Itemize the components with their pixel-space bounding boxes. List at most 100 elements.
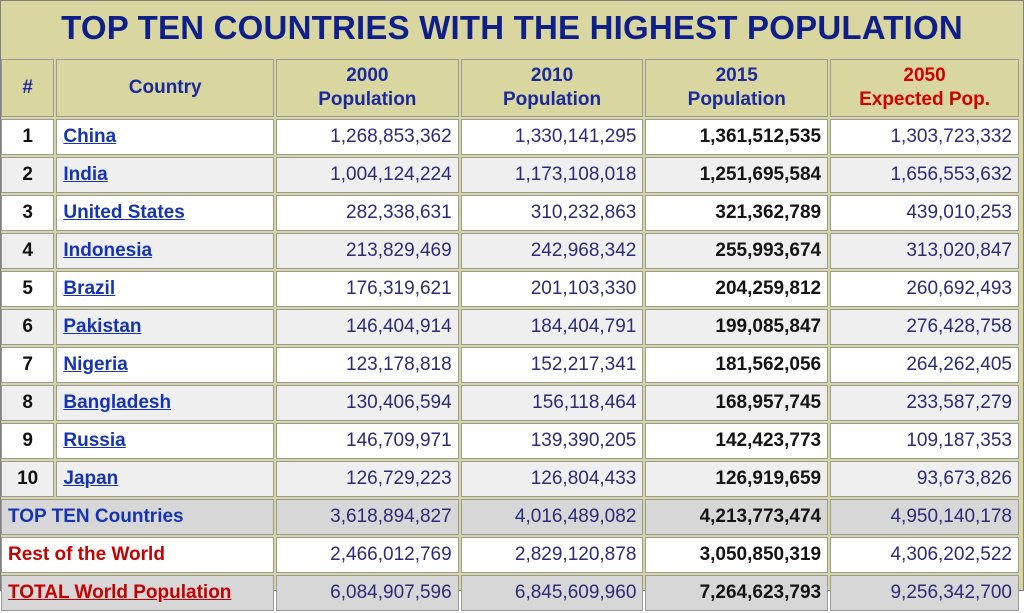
population-2000-cell: 146,709,971 — [275, 423, 459, 459]
population-2000-cell: 123,178,818 — [275, 347, 459, 383]
summary-rest-2000: 2,466,012,769 — [275, 537, 459, 573]
country-cell: India — [56, 157, 274, 193]
header-rank: # — [1, 59, 55, 117]
summary-label-total[interactable]: TOTAL World Population — [1, 575, 274, 611]
country-cell: China — [56, 119, 274, 155]
population-2015-cell: 142,423,773 — [645, 423, 829, 459]
population-2050-cell: 439,010,253 — [830, 195, 1019, 231]
summary-row-top-ten: TOP TEN Countries 3,618,894,827 4,016,48… — [1, 499, 1019, 535]
population-2050-cell: 109,187,353 — [830, 423, 1019, 459]
country-link[interactable]: India — [63, 164, 108, 185]
header-country: Country — [56, 59, 274, 117]
population-2000-cell: 146,404,914 — [275, 309, 459, 345]
country-link[interactable]: Bangladesh — [63, 392, 172, 413]
population-2015-cell: 204,259,812 — [645, 271, 829, 307]
summary-top-ten-2015: 4,213,773,474 — [645, 499, 829, 535]
summary-label-rest: Rest of the World — [1, 537, 274, 573]
population-2000-cell: 130,406,594 — [275, 385, 459, 421]
summary-total-2015: 7,264,623,793 — [645, 575, 829, 611]
rank-cell: 10 — [1, 461, 55, 497]
population-2010-cell: 139,390,205 — [460, 423, 644, 459]
population-2000-cell: 282,338,631 — [275, 195, 459, 231]
population-2015-cell: 255,993,674 — [645, 233, 829, 269]
table-row: 2 India 1,004,124,224 1,173,108,018 1,251,69… — [1, 157, 1019, 193]
rank-cell: 9 — [1, 423, 55, 459]
country-link[interactable]: United States — [63, 202, 185, 223]
rank-cell: 2 — [1, 157, 55, 193]
table-row: 7 Nigeria 123,178,818 152,217,341 181,562,05… — [1, 347, 1019, 383]
population-2010-cell: 1,173,108,018 — [460, 157, 644, 193]
table-row: 8 Bangladesh 130,406,594 156,118,464 168,957… — [1, 385, 1019, 421]
summary-rest-2010: 2,829,120,878 — [460, 537, 644, 573]
table-row: 9 Russia 146,709,971 139,390,205 142,423,773… — [1, 423, 1019, 459]
country-cell: Bangladesh — [56, 385, 274, 421]
table-row: 4 Indonesia 213,829,469 242,968,342 255,993,… — [1, 233, 1019, 269]
country-link[interactable]: China — [63, 126, 117, 147]
population-2010-cell: 126,804,433 — [460, 461, 644, 497]
population-2010-cell: 201,103,330 — [460, 271, 644, 307]
country-link[interactable]: Indonesia — [63, 240, 153, 261]
table-row: 10 Japan 126,729,223 126,804,433 126,919,659… — [1, 461, 1019, 497]
population-2010-cell: 242,968,342 — [460, 233, 644, 269]
population-2000-cell: 1,268,853,362 — [275, 119, 459, 155]
summary-rest-2050: 4,306,202,522 — [830, 537, 1019, 573]
population-2010-cell: 310,232,863 — [460, 195, 644, 231]
rank-cell: 6 — [1, 309, 55, 345]
population-2050-cell: 264,262,405 — [830, 347, 1019, 383]
country-link[interactable]: Japan — [63, 468, 119, 489]
header-2015: 2015 Population — [645, 59, 829, 117]
table-row: 6 Pakistan 146,404,914 184,404,791 199,085,8… — [1, 309, 1019, 345]
summary-total-2010: 6,845,609,960 — [460, 575, 644, 611]
header-row: # Country 2000 Population 2010 Population … — [1, 59, 1019, 117]
population-2010-cell: 156,118,464 — [460, 385, 644, 421]
population-2050-cell: 1,656,553,632 — [830, 157, 1019, 193]
population-2015-cell: 1,361,512,535 — [645, 119, 829, 155]
population-2050-cell: 93,673,826 — [830, 461, 1019, 497]
population-2015-cell: 168,957,745 — [645, 385, 829, 421]
population-2050-cell: 276,428,758 — [830, 309, 1019, 345]
page-title: TOP TEN COUNTRIES WITH THE HIGHEST POPUL… — [61, 9, 963, 46]
summary-total-2000: 6,084,907,596 — [275, 575, 459, 611]
summary-top-ten-2000: 3,618,894,827 — [275, 499, 459, 535]
population-2000-cell: 213,829,469 — [275, 233, 459, 269]
population-2015-cell: 321,362,789 — [645, 195, 829, 231]
rank-cell: 7 — [1, 347, 55, 383]
country-link[interactable]: Nigeria — [63, 354, 128, 375]
country-cell: Russia — [56, 423, 274, 459]
country-link[interactable]: Pakistan — [63, 316, 142, 337]
population-2010-cell: 1,330,141,295 — [460, 119, 644, 155]
country-cell: Nigeria — [56, 347, 274, 383]
country-cell: Indonesia — [56, 233, 274, 269]
table-row: 1 China 1,268,853,362 1,330,141,295 1,361,51… — [1, 119, 1019, 155]
population-2050-cell: 233,587,279 — [830, 385, 1019, 421]
country-link[interactable]: Brazil — [63, 278, 116, 299]
country-link[interactable]: Russia — [63, 430, 126, 451]
population-2010-cell: 152,217,341 — [460, 347, 644, 383]
population-2050-cell: 313,020,847 — [830, 233, 1019, 269]
population-2050-cell: 1,303,723,332 — [830, 119, 1019, 155]
rank-cell: 8 — [1, 385, 55, 421]
population-2000-cell: 176,319,621 — [275, 271, 459, 307]
summary-row-total: TOTAL World Population 6,084,907,596 6,8… — [1, 575, 1019, 611]
population-2010-cell: 184,404,791 — [460, 309, 644, 345]
summary-label-top-ten: TOP TEN Countries — [1, 499, 274, 535]
summary-top-ten-2050: 4,950,140,178 — [830, 499, 1019, 535]
table-row: 3 United States 282,338,631 310,232,863 321,… — [1, 195, 1019, 231]
country-cell: Brazil — [56, 271, 274, 307]
population-2015-cell: 126,919,659 — [645, 461, 829, 497]
population-2015-cell: 1,251,695,584 — [645, 157, 829, 193]
header-2050: 2050 Expected Pop. — [830, 59, 1019, 117]
population-2000-cell: 126,729,223 — [275, 461, 459, 497]
rank-cell: 5 — [1, 271, 55, 307]
summary-total-2050: 9,256,342,700 — [830, 575, 1019, 611]
rank-cell: 4 — [1, 233, 55, 269]
country-cell: United States — [56, 195, 274, 231]
header-2010: 2010 Population — [460, 59, 644, 117]
summary-row-rest: Rest of the World 2,466,012,769 2,829,12… — [1, 537, 1019, 573]
rank-cell: 3 — [1, 195, 55, 231]
population-2050-cell: 260,692,493 — [830, 271, 1019, 307]
population-2015-cell: 199,085,847 — [645, 309, 829, 345]
rank-cell: 1 — [1, 119, 55, 155]
country-cell: Pakistan — [56, 309, 274, 345]
